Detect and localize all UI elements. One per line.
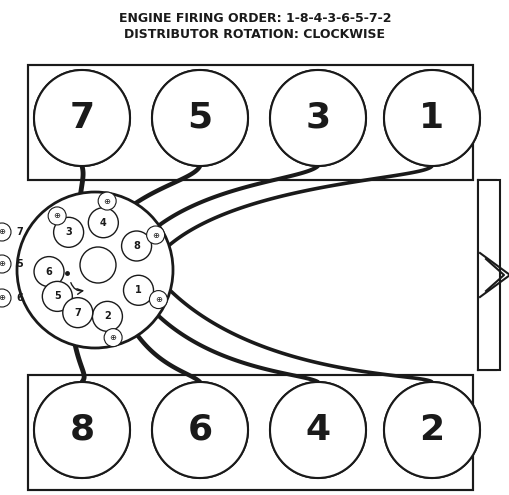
Circle shape — [88, 208, 118, 238]
Text: 7: 7 — [74, 308, 81, 318]
Circle shape — [269, 70, 365, 166]
Text: 8: 8 — [69, 413, 94, 447]
Text: 3: 3 — [65, 227, 72, 237]
Text: 2: 2 — [104, 311, 110, 321]
Circle shape — [123, 275, 153, 305]
Text: 4: 4 — [305, 413, 330, 447]
Circle shape — [146, 226, 164, 244]
Circle shape — [269, 70, 365, 166]
Circle shape — [53, 217, 83, 248]
Bar — [28, 375, 472, 490]
Text: ⊕: ⊕ — [152, 231, 159, 240]
Text: ⊕: ⊕ — [0, 228, 6, 237]
Circle shape — [152, 70, 247, 166]
Circle shape — [383, 382, 479, 478]
Text: 6: 6 — [17, 293, 23, 303]
Circle shape — [34, 70, 130, 166]
Circle shape — [383, 70, 479, 166]
Text: 2: 2 — [418, 413, 444, 447]
Bar — [28, 65, 472, 180]
Bar — [477, 180, 499, 370]
Circle shape — [383, 382, 479, 478]
Bar — [28, 65, 472, 180]
Circle shape — [34, 382, 130, 478]
Text: ⊕: ⊕ — [0, 294, 6, 302]
Text: 5: 5 — [187, 101, 212, 135]
Text: 4: 4 — [100, 218, 106, 228]
Circle shape — [104, 329, 122, 346]
Text: 3: 3 — [305, 101, 330, 135]
Circle shape — [34, 256, 64, 287]
Text: 1: 1 — [418, 101, 444, 135]
Text: ⊕: ⊕ — [103, 197, 110, 205]
Circle shape — [80, 247, 116, 283]
Text: 7: 7 — [17, 227, 23, 237]
Text: DISTRIBUTOR ROTATION: CLOCKWISE: DISTRIBUTOR ROTATION: CLOCKWISE — [124, 28, 385, 41]
Text: 5: 5 — [187, 101, 212, 135]
Circle shape — [383, 70, 479, 166]
Circle shape — [17, 192, 173, 348]
Text: 8: 8 — [133, 241, 140, 251]
Circle shape — [0, 223, 11, 241]
Circle shape — [121, 231, 151, 261]
Text: ⊕: ⊕ — [155, 295, 162, 304]
Text: 8: 8 — [69, 413, 94, 447]
Text: 7: 7 — [69, 101, 94, 135]
Text: 2: 2 — [418, 413, 444, 447]
Text: 7: 7 — [69, 101, 94, 135]
Circle shape — [269, 382, 365, 478]
Text: 6: 6 — [187, 413, 212, 447]
Text: ⊕: ⊕ — [0, 259, 6, 268]
Circle shape — [152, 70, 247, 166]
Circle shape — [0, 289, 11, 307]
Circle shape — [63, 297, 93, 328]
Text: ⊕: ⊕ — [109, 333, 117, 342]
Circle shape — [149, 291, 167, 308]
Text: 1: 1 — [135, 285, 142, 296]
Text: 1: 1 — [418, 101, 444, 135]
Circle shape — [34, 382, 130, 478]
Text: ⊕: ⊕ — [53, 211, 61, 220]
Circle shape — [152, 382, 247, 478]
Circle shape — [34, 70, 130, 166]
Circle shape — [0, 255, 11, 273]
Bar — [28, 375, 472, 490]
Circle shape — [42, 281, 72, 311]
Circle shape — [152, 382, 247, 478]
Circle shape — [98, 192, 116, 210]
Text: 4: 4 — [305, 413, 330, 447]
Circle shape — [48, 207, 66, 225]
Circle shape — [269, 382, 365, 478]
Text: 6: 6 — [187, 413, 212, 447]
Text: 6: 6 — [46, 267, 52, 277]
Text: 5: 5 — [17, 259, 23, 269]
Text: ENGINE FIRING ORDER: 1-8-4-3-6-5-7-2: ENGINE FIRING ORDER: 1-8-4-3-6-5-7-2 — [119, 11, 390, 24]
Circle shape — [92, 301, 122, 331]
Text: 5: 5 — [54, 292, 61, 301]
Text: 3: 3 — [305, 101, 330, 135]
